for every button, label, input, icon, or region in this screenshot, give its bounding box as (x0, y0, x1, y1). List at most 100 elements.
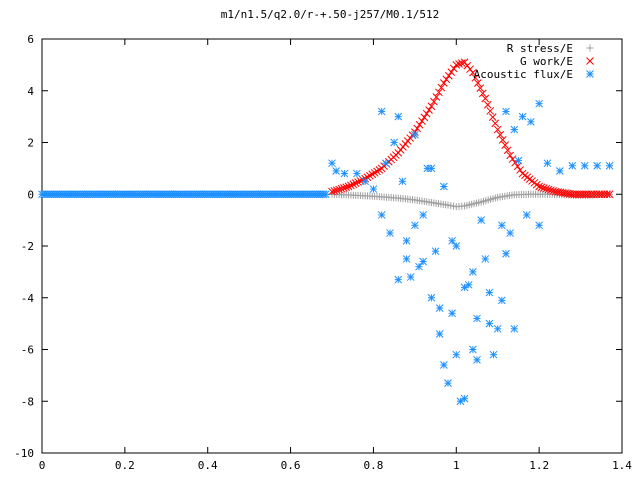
data-point (435, 88, 443, 97)
data-point (440, 182, 448, 191)
data-point (398, 177, 407, 186)
data-point (493, 125, 502, 134)
data-point (411, 130, 419, 139)
y-tick-label: 4 (27, 85, 34, 98)
series-3 (38, 99, 614, 406)
data-point (321, 190, 330, 199)
data-point (485, 319, 494, 328)
y-tick-label: 6 (27, 33, 34, 46)
data-point (432, 93, 441, 101)
data-point (377, 211, 386, 219)
data-point (339, 184, 348, 192)
data-point (427, 102, 436, 111)
data-point (422, 109, 431, 118)
data-point (488, 113, 497, 121)
legend-marker (586, 70, 594, 78)
data-point (502, 249, 510, 258)
data-point (427, 164, 436, 173)
data-point (430, 97, 438, 106)
data-point (444, 71, 453, 80)
data-point (452, 61, 461, 69)
data-point (510, 324, 519, 333)
data-point (349, 180, 358, 189)
data-point (542, 184, 551, 193)
y-tick-label: 2 (27, 137, 34, 150)
data-point (498, 296, 506, 305)
data-point (377, 107, 386, 116)
x-tick-label: 0.4 (198, 459, 218, 472)
data-point (605, 161, 614, 170)
data-point (413, 124, 422, 133)
data-point (485, 288, 494, 297)
data-point (419, 211, 427, 219)
x-tick-label: 0.8 (363, 459, 383, 472)
data-point (406, 273, 415, 281)
data-point (375, 166, 384, 174)
data-point (332, 186, 341, 195)
data-point (491, 119, 500, 128)
data-point (537, 183, 546, 192)
data-point (471, 73, 480, 82)
data-point (535, 182, 543, 191)
series-2 (328, 58, 614, 199)
data-point (514, 156, 523, 165)
data-point (368, 170, 377, 179)
data-point (473, 314, 481, 323)
legend-label: Acoustic flux/E (474, 68, 573, 81)
x-tick-label: 0.6 (281, 459, 301, 472)
data-point (402, 236, 411, 245)
data-point (469, 68, 477, 77)
y-tick-label: -4 (21, 292, 35, 305)
data-point (489, 350, 498, 359)
data-point (460, 283, 469, 292)
data-point (603, 190, 611, 199)
x-tick-label: 1 (453, 459, 460, 472)
data-point (354, 178, 362, 186)
data-point (493, 324, 502, 333)
data-point (442, 75, 451, 84)
data-point (419, 257, 427, 266)
data-point (527, 117, 535, 126)
data-point (501, 141, 510, 149)
data-point (469, 268, 477, 276)
data-point (342, 183, 351, 192)
y-tick-label: -6 (21, 344, 34, 357)
data-point (435, 330, 444, 338)
data-point (328, 159, 336, 168)
data-point (506, 229, 514, 237)
data-point (535, 99, 543, 108)
data-point (535, 221, 543, 230)
data-point (593, 161, 601, 170)
data-point (425, 106, 433, 114)
data-point (522, 211, 531, 219)
data-point (402, 255, 411, 263)
x-tick-label: 0 (39, 459, 46, 472)
data-point (460, 394, 469, 403)
data-point (502, 107, 510, 116)
data-point (390, 138, 398, 147)
data-point (481, 94, 490, 103)
data-point (496, 130, 505, 139)
data-point (418, 117, 426, 125)
data-point (394, 275, 403, 284)
data-point (332, 167, 340, 175)
legend-label: R stress/E (507, 42, 573, 55)
x-tick-label: 1.4 (612, 459, 632, 472)
data-point (328, 187, 336, 196)
axes: 0 0.2 0.4 0.6 0.8 1 1.2 1.4 6 4 2 0 -2 -4 -6 -8 -10 (14, 33, 632, 472)
data-point (369, 185, 378, 193)
legend-marker (586, 57, 594, 65)
data-point (540, 184, 548, 192)
data-point (330, 187, 339, 195)
data-point (427, 293, 436, 302)
data-point (411, 221, 419, 230)
data-point (415, 262, 423, 271)
data-point (486, 107, 495, 115)
data-point (394, 112, 403, 121)
x-tick-label: 0.2 (115, 459, 135, 472)
data-point (337, 184, 346, 193)
data-point (447, 68, 456, 76)
y-tick-label: -10 (14, 447, 34, 460)
data-point (503, 146, 512, 155)
